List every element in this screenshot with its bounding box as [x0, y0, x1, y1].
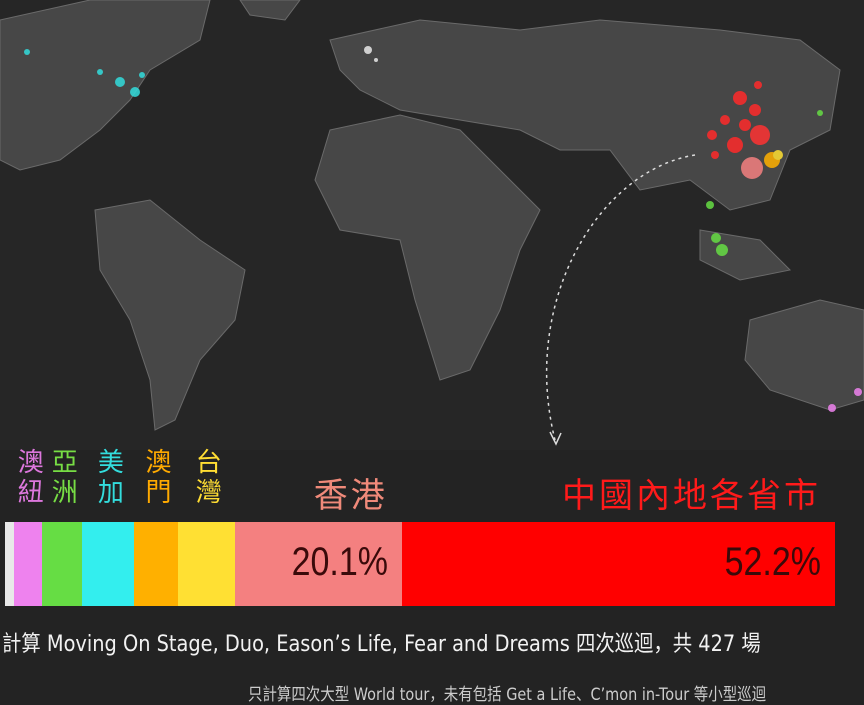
bar-segment — [42, 522, 83, 606]
category-label: 亞洲 — [47, 448, 78, 508]
category-label: 台灣 — [191, 448, 222, 508]
bar-segment — [134, 522, 178, 606]
note: 計算 Moving On Stage, Duo, Eason’s Life, F… — [2, 632, 761, 657]
bar-segment — [234, 522, 402, 606]
category-label: 美加 — [93, 448, 124, 508]
bar-segment — [5, 522, 15, 606]
bar-segment — [177, 522, 235, 606]
bar-segment — [14, 522, 43, 606]
world-map — [0, 0, 864, 446]
category-label: 澳門 — [141, 448, 172, 508]
bar-segment — [401, 522, 835, 606]
city-dots — [24, 46, 862, 412]
arrow — [545, 154, 696, 441]
note: 只計算四次大型 World tour，未有包括 Get a Life、C’mon… — [248, 685, 767, 705]
category-label: 中國內地各省市 — [562, 476, 821, 516]
value-label: 20.1% — [291, 540, 388, 584]
category-label: 澳紐 — [13, 448, 44, 508]
category-label: 香港 — [313, 476, 388, 516]
bar-segment — [82, 522, 135, 606]
value-label: 52.2% — [724, 540, 821, 584]
